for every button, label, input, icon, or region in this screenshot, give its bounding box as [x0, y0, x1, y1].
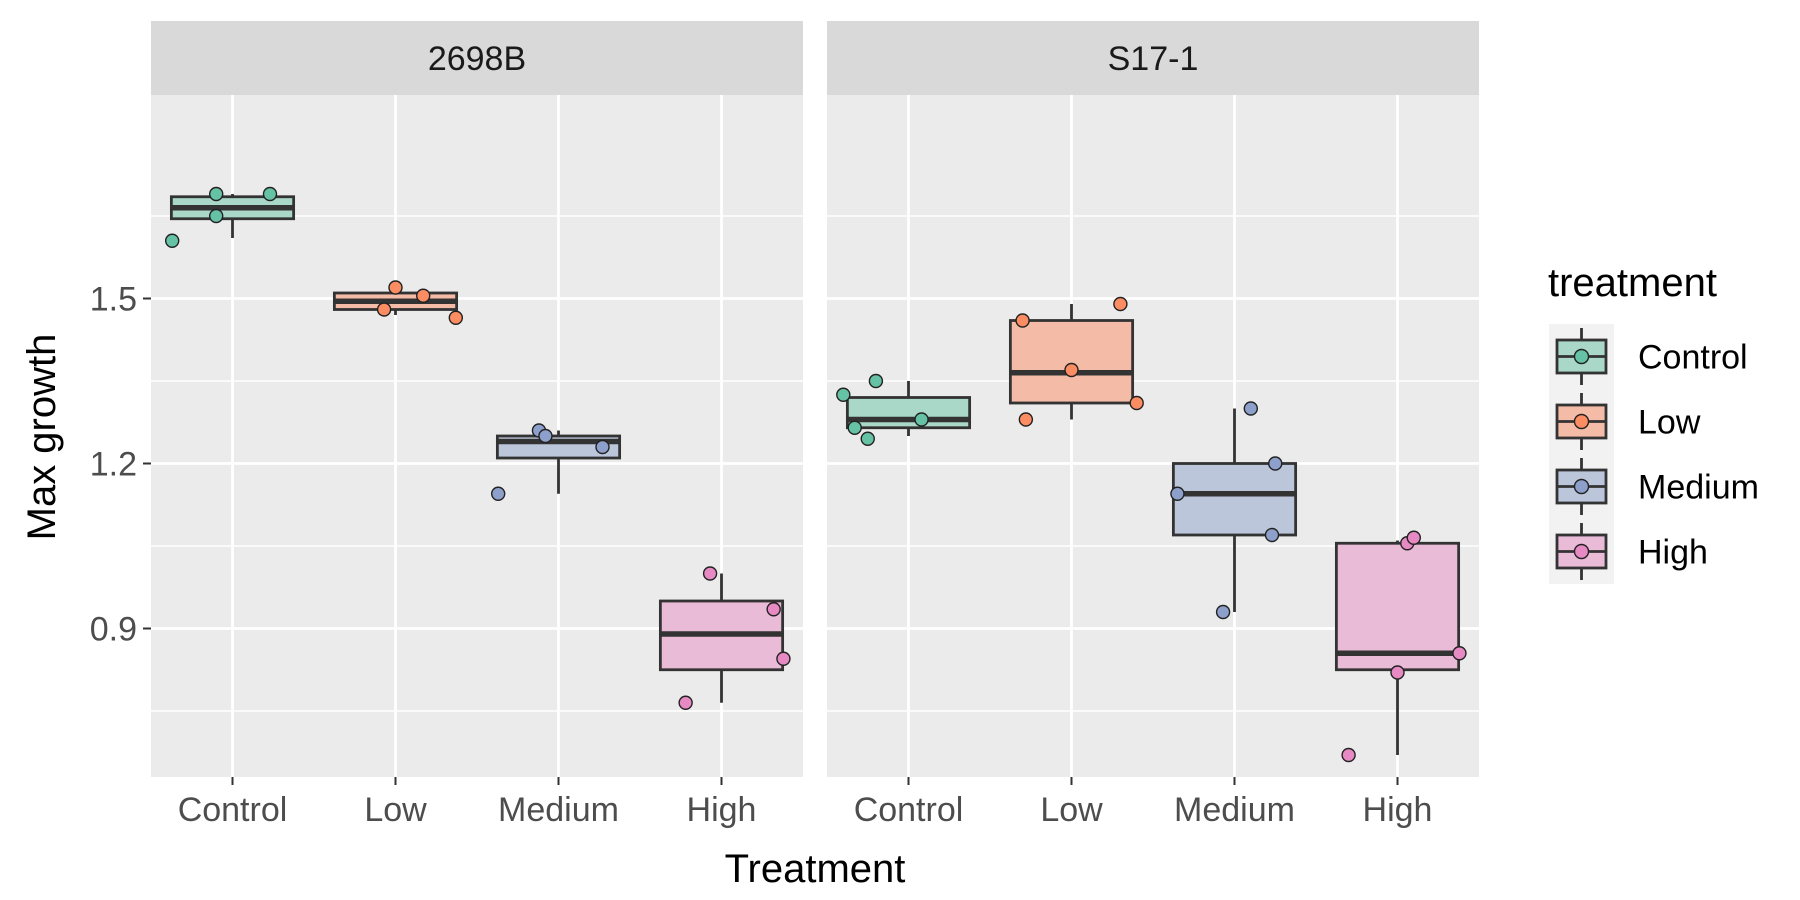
data-point [776, 651, 791, 666]
data-point [1452, 646, 1467, 661]
data-point [490, 486, 506, 501]
box-body [845, 396, 972, 430]
x-tick-label: Medium [498, 791, 619, 829]
y-tick-label: 1.2 [90, 446, 137, 484]
box-body [1171, 462, 1298, 537]
legend-label: Medium [1638, 469, 1759, 507]
panel-S17-1: S17-1 Control Low Medium High [827, 21, 1479, 829]
x-tick-label: Low [1040, 791, 1103, 829]
y-axis: 0.9 1.2 1.5 [90, 281, 151, 649]
data-point [1264, 527, 1280, 543]
legend-label: High [1638, 534, 1708, 572]
y-axis-title: Max growth [20, 334, 64, 541]
strip-label: 2698B [428, 40, 526, 78]
y-tick-label: 1.5 [90, 281, 137, 319]
data-point [208, 186, 224, 202]
data-point [448, 310, 464, 325]
data-point [208, 208, 224, 224]
data-point [836, 387, 851, 402]
x-tick-label: Control [178, 791, 288, 829]
panel-2698B: 2698B Control Low Medium High [151, 21, 803, 829]
data-point [860, 431, 875, 446]
y-tick-label: 0.9 [90, 611, 137, 649]
data-point [416, 288, 431, 303]
x-tick-label: High [1363, 791, 1433, 829]
box-low [1008, 296, 1144, 427]
data-point [1243, 401, 1259, 416]
legend-label: Low [1638, 404, 1701, 442]
data-point [1215, 604, 1231, 620]
legend-entry-low: Low [1555, 393, 1701, 450]
box-control [836, 373, 972, 446]
x-tick-label: Low [364, 791, 427, 829]
box-body [1334, 541, 1461, 672]
data-point [678, 695, 693, 710]
box-medium [490, 423, 622, 501]
data-point [1268, 456, 1283, 471]
data-point [1113, 296, 1128, 312]
box-low [332, 280, 464, 325]
x-tick-label: Control [854, 791, 964, 829]
legend-label: Control [1638, 339, 1748, 377]
data-point [262, 186, 278, 202]
box-control [164, 186, 296, 248]
legend-title: treatment [1548, 261, 1717, 305]
data-point [164, 233, 180, 248]
legend: treatment Control Low Medium High [1548, 261, 1759, 584]
legend-key-point [1573, 543, 1590, 560]
strip-background [827, 21, 1479, 95]
data-point [1390, 665, 1405, 680]
strip-label: S17-1 [1108, 40, 1199, 78]
data-point [702, 566, 718, 581]
data-point [868, 373, 884, 389]
legend-key-point [1573, 478, 1590, 495]
data-point [388, 280, 403, 295]
x-axis-title: Treatment [725, 847, 906, 891]
data-point [766, 602, 781, 617]
data-point [1341, 747, 1356, 763]
data-point [376, 302, 392, 317]
legend-entry-high: High [1555, 523, 1708, 580]
data-point [1064, 362, 1079, 378]
legend-key-point [1573, 348, 1590, 365]
legend-key-point [1573, 413, 1590, 430]
x-tick-label: Medium [1174, 791, 1295, 829]
data-point [914, 412, 929, 427]
x-tick-label: High [687, 791, 757, 829]
box-high [658, 566, 791, 710]
panel-background [827, 95, 1479, 777]
data-point [1170, 486, 1185, 501]
strip-background [151, 21, 803, 95]
data-point [847, 420, 862, 435]
legend-entry-control: Control [1555, 328, 1748, 385]
data-point [1018, 412, 1034, 427]
data-point [1015, 313, 1030, 328]
data-point [595, 439, 610, 455]
box-medium [1170, 401, 1298, 620]
data-point [538, 428, 553, 444]
data-point [1406, 530, 1422, 545]
box-high [1334, 530, 1467, 763]
data-point [1129, 395, 1144, 411]
legend-entry-medium: Medium [1555, 458, 1759, 515]
box-body [1008, 319, 1135, 405]
plot-panels: 2698B Control Low Medium High S17-1 Control Low… [151, 21, 1479, 829]
